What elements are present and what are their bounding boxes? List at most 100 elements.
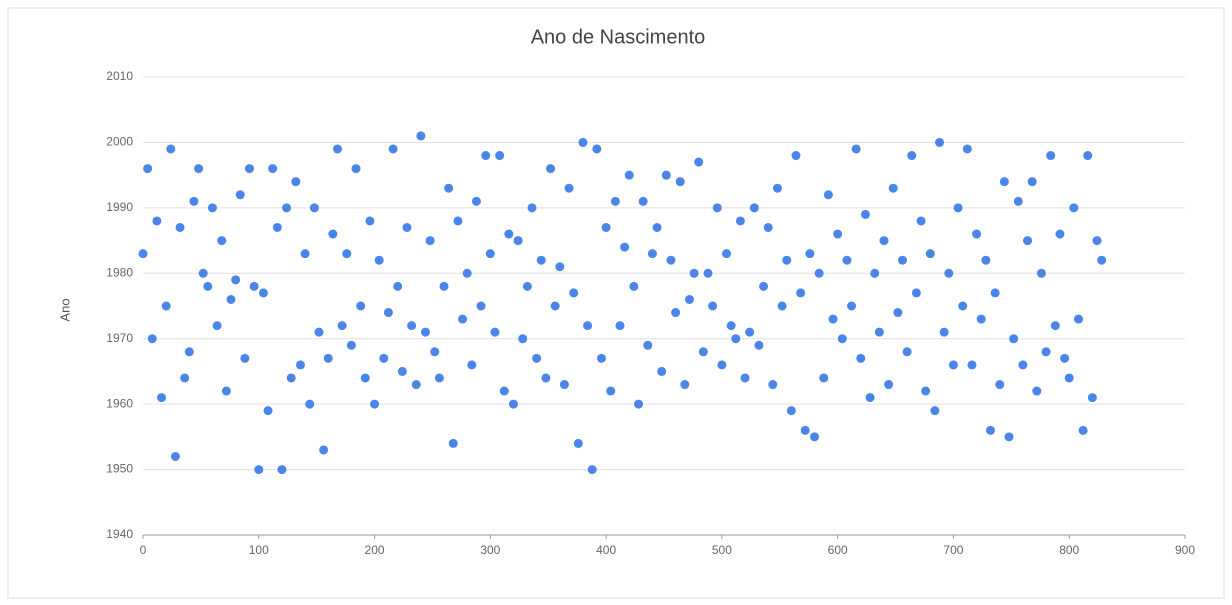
point: [939, 327, 949, 337]
x-tick-label: 0: [140, 543, 147, 557]
point: [583, 321, 593, 331]
point: [661, 170, 671, 180]
point: [740, 373, 750, 383]
point: [689, 268, 699, 278]
x-tick-label: 300: [480, 543, 500, 557]
point: [717, 360, 727, 370]
point: [564, 183, 574, 193]
point: [536, 255, 546, 265]
point: [1009, 334, 1019, 344]
point: [420, 327, 430, 337]
point: [166, 144, 176, 154]
point: [671, 308, 681, 318]
point: [300, 249, 310, 259]
point: [578, 137, 588, 147]
point: [796, 288, 806, 298]
point: [189, 196, 199, 206]
point: [231, 275, 241, 285]
point: [559, 380, 569, 390]
point: [944, 268, 954, 278]
point: [263, 406, 273, 416]
y-tick-label: 1990: [106, 200, 133, 214]
point: [1087, 393, 1097, 403]
point: [916, 216, 926, 226]
point: [726, 321, 736, 331]
point: [610, 196, 620, 206]
point: [847, 301, 857, 311]
point: [504, 229, 514, 239]
point: [1060, 353, 1070, 363]
point: [485, 249, 495, 259]
x-tick-label: 400: [596, 543, 616, 557]
point: [365, 216, 375, 226]
point: [448, 438, 458, 448]
point: [768, 380, 778, 390]
x-tick-label: 100: [249, 543, 269, 557]
point: [684, 294, 694, 304]
point: [1004, 432, 1014, 442]
point: [759, 281, 769, 291]
point: [772, 183, 782, 193]
point: [1023, 236, 1033, 246]
point: [235, 190, 245, 200]
point: [305, 399, 315, 409]
point: [170, 451, 180, 461]
point: [462, 268, 472, 278]
point: [879, 236, 889, 246]
point: [203, 281, 213, 291]
point: [805, 249, 815, 259]
point: [800, 425, 810, 435]
point: [518, 334, 528, 344]
y-tick-label: 1970: [106, 331, 133, 345]
point: [1036, 268, 1046, 278]
point: [342, 249, 352, 259]
point: [157, 393, 167, 403]
point: [828, 314, 838, 324]
point: [823, 190, 833, 200]
point: [254, 465, 264, 475]
point: [397, 366, 407, 376]
point: [370, 399, 380, 409]
point: [1069, 203, 1079, 213]
point: [874, 327, 884, 337]
point: [221, 386, 231, 396]
point: [1050, 321, 1060, 331]
point: [309, 203, 319, 213]
point: [323, 353, 333, 363]
point: [902, 347, 912, 357]
point: [434, 373, 444, 383]
point: [495, 151, 505, 161]
point: [573, 438, 583, 448]
point: [360, 373, 370, 383]
point: [402, 222, 412, 232]
x-tick-label: 900: [1175, 543, 1195, 557]
point: [458, 314, 468, 324]
point: [180, 373, 190, 383]
point: [860, 209, 870, 219]
point: [272, 222, 282, 232]
point: [513, 236, 523, 246]
point: [277, 465, 287, 475]
point: [467, 360, 477, 370]
point: [555, 262, 565, 272]
point: [995, 380, 1005, 390]
y-tick-label: 1940: [106, 527, 133, 541]
point: [722, 249, 732, 259]
point: [546, 164, 556, 174]
point: [444, 183, 454, 193]
point: [476, 301, 486, 311]
point: [842, 255, 852, 265]
point: [694, 157, 704, 167]
point: [569, 288, 579, 298]
point: [972, 229, 982, 239]
point: [925, 249, 935, 259]
point: [212, 321, 222, 331]
point: [810, 432, 820, 442]
point: [745, 327, 755, 337]
point: [194, 164, 204, 174]
point: [416, 131, 426, 141]
point: [471, 196, 481, 206]
point: [911, 288, 921, 298]
point: [550, 301, 560, 311]
x-tick-label: 800: [1059, 543, 1079, 557]
